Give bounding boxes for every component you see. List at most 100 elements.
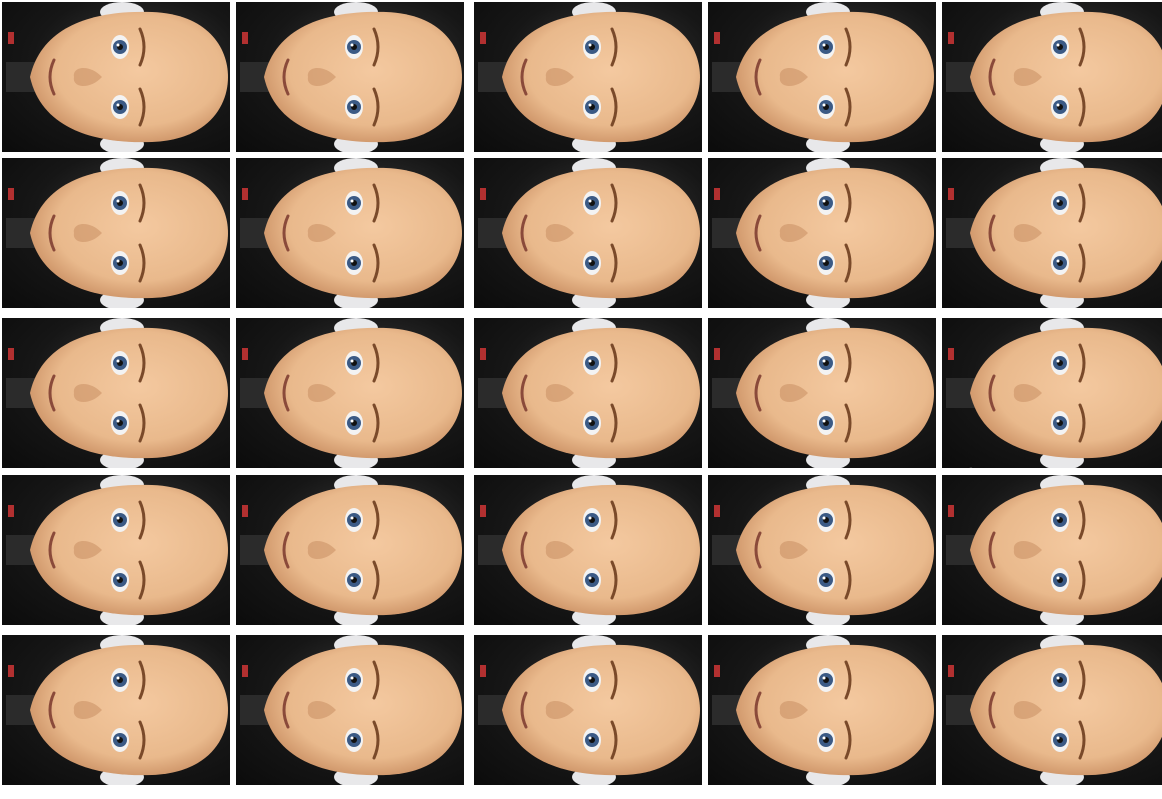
eye xyxy=(817,251,835,275)
eyebrow xyxy=(372,560,380,600)
robot-head-photo xyxy=(240,158,462,308)
robot-face xyxy=(264,11,462,143)
robot-head-photo xyxy=(6,158,228,308)
mouth xyxy=(282,531,290,569)
eyebrow xyxy=(1078,500,1086,540)
eye xyxy=(1051,191,1069,215)
robot-face xyxy=(502,327,700,459)
nose xyxy=(779,67,808,87)
robot-head-photo xyxy=(240,635,462,785)
eye xyxy=(111,568,129,592)
nose xyxy=(779,700,808,720)
eyebrow xyxy=(844,660,852,700)
nose xyxy=(73,383,102,403)
eyebrow xyxy=(138,660,146,700)
nose xyxy=(73,223,102,243)
robot-head-photo xyxy=(946,158,1162,308)
eyebrow xyxy=(138,500,146,540)
photo-tile: angry xyxy=(474,2,702,152)
robot-head-photo xyxy=(478,475,700,625)
robot-face xyxy=(736,167,934,299)
eye xyxy=(111,95,129,119)
mouth xyxy=(520,691,528,729)
photo-tile: confused xyxy=(236,475,464,625)
robot-face xyxy=(30,167,228,299)
photo-tile: wink xyxy=(2,318,230,468)
mouth xyxy=(988,214,996,252)
eye xyxy=(583,351,601,375)
eye xyxy=(111,351,129,375)
eye xyxy=(817,508,835,532)
mouth xyxy=(48,374,56,412)
eye xyxy=(583,728,601,752)
photo-tile: content xyxy=(942,158,1162,308)
nose xyxy=(779,223,808,243)
robot-head-photo xyxy=(478,158,700,308)
photo-tile: sympathetic xyxy=(2,158,230,308)
eye xyxy=(345,191,363,215)
eye xyxy=(1051,508,1069,532)
robot-head-photo xyxy=(240,2,462,152)
robot-face xyxy=(970,167,1162,299)
eyebrow xyxy=(372,87,380,127)
eye xyxy=(583,251,601,275)
nose xyxy=(73,700,102,720)
eye xyxy=(583,568,601,592)
robot-face xyxy=(264,484,462,616)
eye xyxy=(583,411,601,435)
eyebrow xyxy=(844,27,852,67)
eye xyxy=(817,191,835,215)
nose xyxy=(73,540,102,560)
mouth xyxy=(988,374,996,412)
mouth xyxy=(754,374,762,412)
mouth xyxy=(520,58,528,96)
mouth xyxy=(754,58,762,96)
eye xyxy=(1051,568,1069,592)
eyebrow xyxy=(138,243,146,283)
photo-tile: sad xyxy=(708,2,936,152)
eye xyxy=(817,95,835,119)
photo-tile: hopeful xyxy=(942,635,1162,785)
robot-face xyxy=(502,644,700,776)
mouth xyxy=(754,214,762,252)
eyebrow xyxy=(1078,243,1086,283)
eye xyxy=(111,411,129,435)
nose xyxy=(779,383,808,403)
eyebrow xyxy=(138,87,146,127)
robot-head-photo xyxy=(6,2,228,152)
nose xyxy=(779,540,808,560)
robot-head-photo xyxy=(946,318,1162,468)
photo-tile: surprise xyxy=(708,635,936,785)
robot-face xyxy=(30,11,228,143)
robot-face xyxy=(30,484,228,616)
eyebrow xyxy=(610,660,618,700)
mouth xyxy=(48,58,56,96)
mouth xyxy=(282,374,290,412)
robot-head-photo xyxy=(6,475,228,625)
eyebrow xyxy=(610,243,618,283)
mouth xyxy=(282,691,290,729)
mouth xyxy=(48,531,56,569)
robot-face xyxy=(502,484,700,616)
photo-tile: joy xyxy=(942,318,1162,468)
eye xyxy=(345,95,363,119)
eye xyxy=(345,508,363,532)
eye xyxy=(345,411,363,435)
photo-tile: disgust xyxy=(2,2,230,152)
robot-head-photo xyxy=(946,2,1162,152)
eye xyxy=(111,668,129,692)
eyebrow xyxy=(1078,660,1086,700)
nose xyxy=(307,67,336,87)
photo-tile: wronged xyxy=(708,158,936,308)
eyebrow xyxy=(1078,720,1086,760)
robot-head-photo xyxy=(946,475,1162,625)
photo-tile: thinking xyxy=(474,318,702,468)
robot-face xyxy=(970,484,1162,616)
eyebrow xyxy=(610,183,618,223)
eyebrow xyxy=(372,660,380,700)
eye xyxy=(111,35,129,59)
robot-head-photo xyxy=(6,635,228,785)
nose xyxy=(1013,700,1042,720)
eyebrow xyxy=(138,403,146,443)
